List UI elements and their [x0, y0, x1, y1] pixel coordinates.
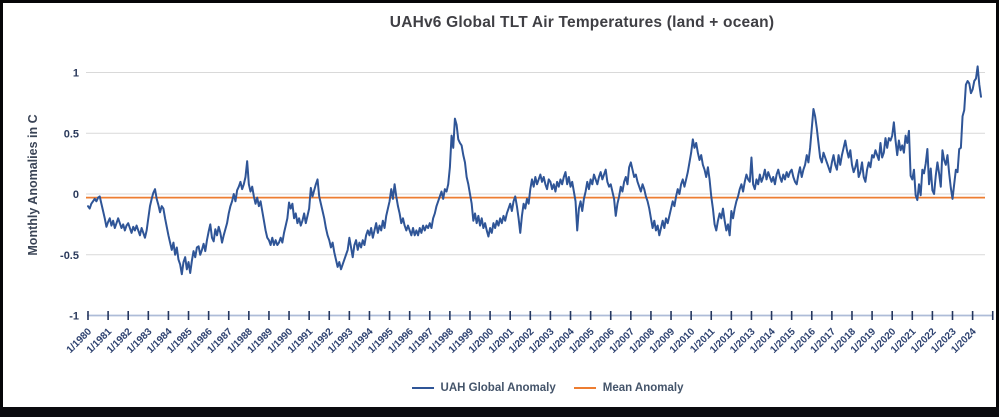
legend-label-uah-global-anomaly: UAH Global Anomaly: [440, 382, 556, 394]
legend: UAH Global Anomaly Mean Anomaly: [411, 382, 684, 394]
legend-swatch-uah-global-anomaly: [411, 386, 434, 390]
legend-label-mean-anomaly: Mean Anomaly: [602, 382, 684, 394]
y-tick-label: 0.5: [64, 128, 79, 140]
chart-title: UAHv6 Global TLT Air Temperatures (land …: [389, 14, 775, 31]
legend-swatch-mean-anomaly: [573, 386, 596, 390]
y-tick-label: 0: [73, 189, 79, 201]
uah-global-anomaly-line: [87, 65, 982, 276]
y-tick-label: -0.5: [60, 250, 79, 262]
y-tick-label: -1: [69, 311, 79, 323]
y-tick-label: 1: [73, 68, 79, 80]
bottom-edge-bar: [0, 407, 999, 417]
